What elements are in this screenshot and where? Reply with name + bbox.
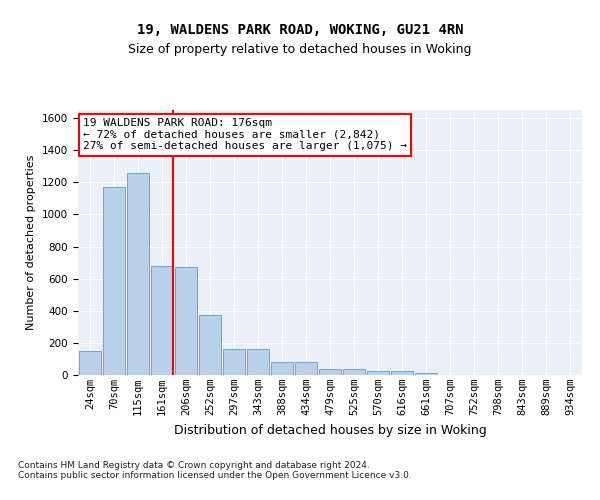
Bar bbox=[199, 315, 221, 375]
Bar bbox=[151, 266, 173, 375]
Bar bbox=[223, 348, 245, 375]
Text: Contains HM Land Registry data © Crown copyright and database right 2024.
Contai: Contains HM Land Registry data © Crown c… bbox=[18, 460, 412, 480]
Bar bbox=[271, 362, 293, 375]
Bar bbox=[127, 174, 149, 375]
Bar bbox=[295, 362, 317, 375]
Bar bbox=[103, 187, 125, 375]
Bar bbox=[367, 372, 389, 375]
Bar bbox=[247, 348, 269, 375]
Bar bbox=[79, 351, 101, 375]
X-axis label: Distribution of detached houses by size in Woking: Distribution of detached houses by size … bbox=[173, 424, 487, 436]
Text: 19, WALDENS PARK ROAD, WOKING, GU21 4RN: 19, WALDENS PARK ROAD, WOKING, GU21 4RN bbox=[137, 22, 463, 36]
Bar bbox=[175, 266, 197, 375]
Y-axis label: Number of detached properties: Number of detached properties bbox=[26, 155, 37, 330]
Bar bbox=[343, 370, 365, 375]
Bar bbox=[319, 369, 341, 375]
Text: Size of property relative to detached houses in Woking: Size of property relative to detached ho… bbox=[128, 42, 472, 56]
Bar bbox=[415, 373, 437, 375]
Bar bbox=[391, 372, 413, 375]
Text: 19 WALDENS PARK ROAD: 176sqm
← 72% of detached houses are smaller (2,842)
27% of: 19 WALDENS PARK ROAD: 176sqm ← 72% of de… bbox=[83, 118, 407, 151]
